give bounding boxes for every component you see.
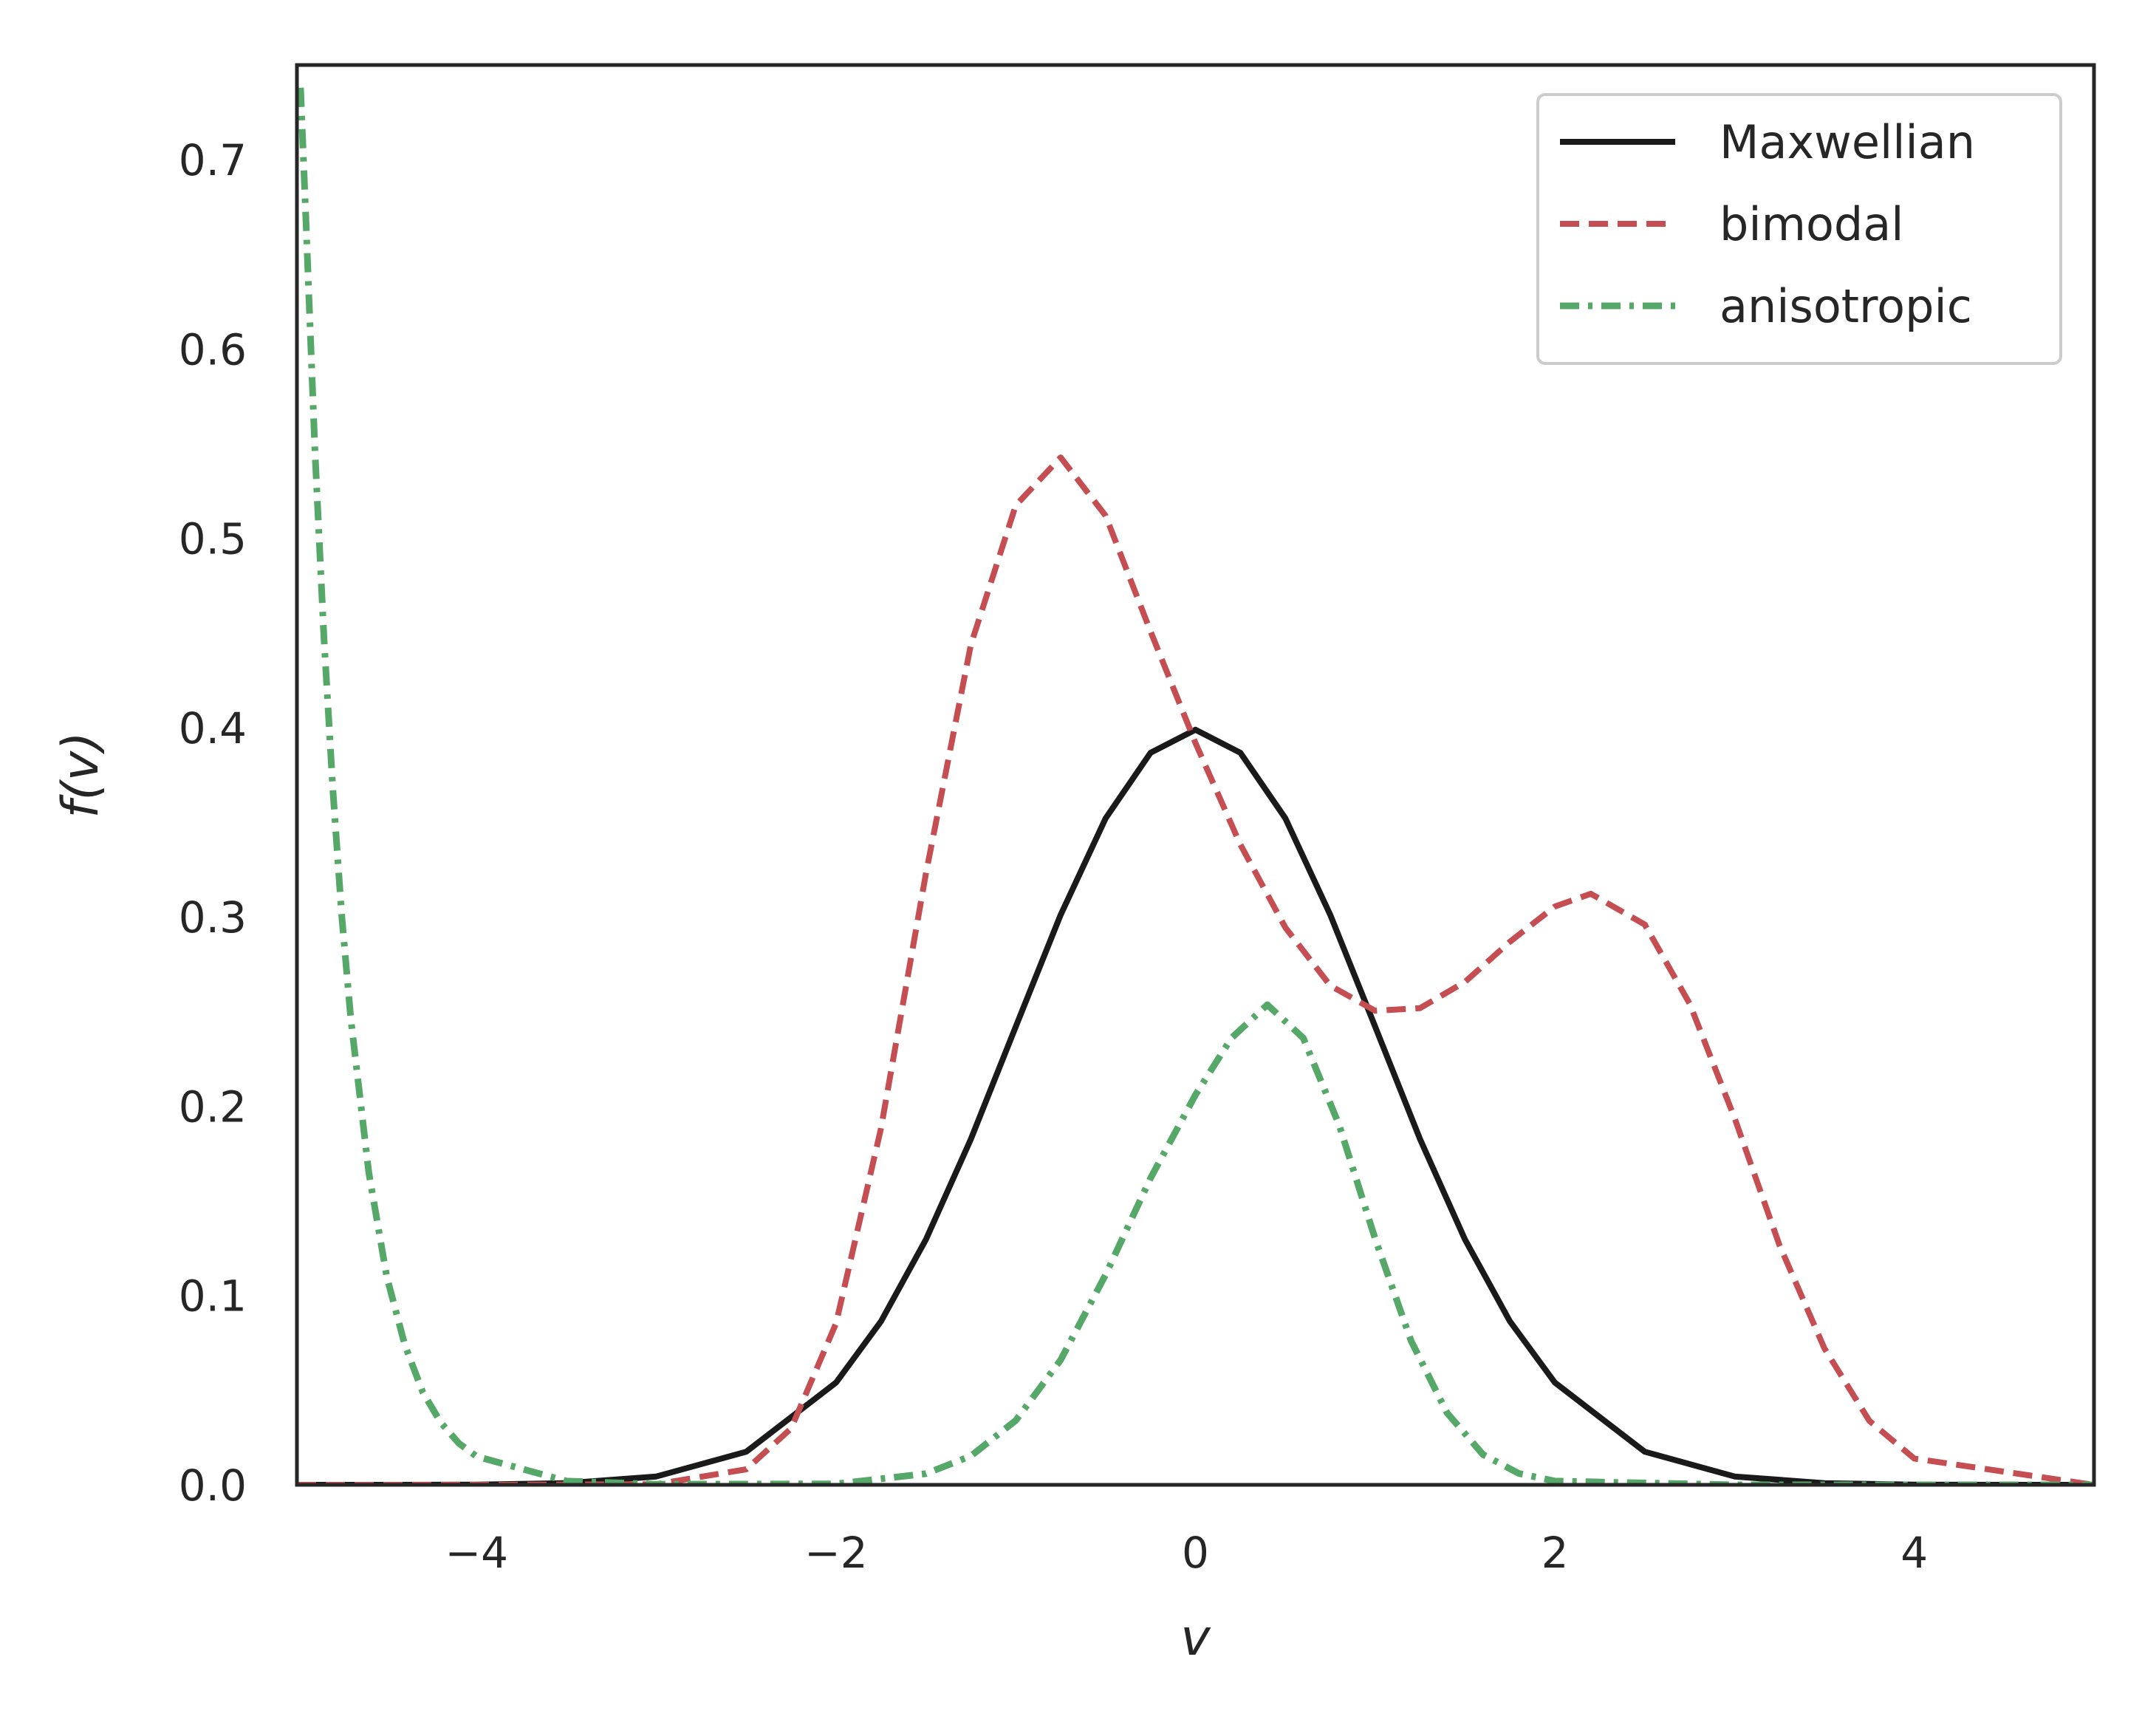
series-line-bimodal xyxy=(297,454,2094,1485)
legend-entry: Maxwellian xyxy=(1560,115,1975,169)
x-axis-ticks: −4 −2 0 2 4 xyxy=(445,1528,1929,1578)
axes-frame xyxy=(295,63,2096,1487)
x-tick-label: 4 xyxy=(1900,1528,1928,1578)
legend-box xyxy=(1536,93,2062,365)
x-tick-label: 2 xyxy=(1542,1528,1569,1578)
y-tick-label: 0.7 xyxy=(179,135,247,185)
x-axis-label: v xyxy=(1180,1609,1211,1667)
y-tick-label: 0.6 xyxy=(179,324,247,375)
legend-label: Maxwellian xyxy=(1720,115,1975,169)
y-axis-ticks: 0.0 0.1 0.2 0.3 0.4 0.5 0.6 0.7 xyxy=(179,135,247,1511)
series-line-anisotropic xyxy=(297,87,2094,1485)
legend-entry: anisotropic xyxy=(1560,279,1972,333)
x-tick-label: −4 xyxy=(445,1528,509,1578)
legend-label: bimodal xyxy=(1720,197,1903,251)
series-line-Maxwellian xyxy=(297,726,2094,1485)
y-tick-label: 0.3 xyxy=(179,892,247,943)
y-tick-label: 0.4 xyxy=(179,703,247,753)
legend-label: anisotropic xyxy=(1720,279,1972,333)
legend-entries: Maxwellian bimodal anisotropic xyxy=(1560,115,1975,333)
legend-entry: bimodal xyxy=(1560,197,1903,251)
series-layer xyxy=(297,87,2094,1485)
y-tick-label: 0.1 xyxy=(179,1271,247,1322)
y-axis-label: f(v) xyxy=(52,731,110,818)
x-tick-label: 0 xyxy=(1182,1528,1209,1578)
x-tick-label: −2 xyxy=(804,1528,868,1578)
y-tick-label: 0.2 xyxy=(179,1082,247,1132)
y-tick-label: 0.0 xyxy=(179,1460,247,1511)
y-tick-label: 0.5 xyxy=(179,514,247,564)
legend: Maxwellian bimodal anisotropic xyxy=(1536,93,2062,365)
